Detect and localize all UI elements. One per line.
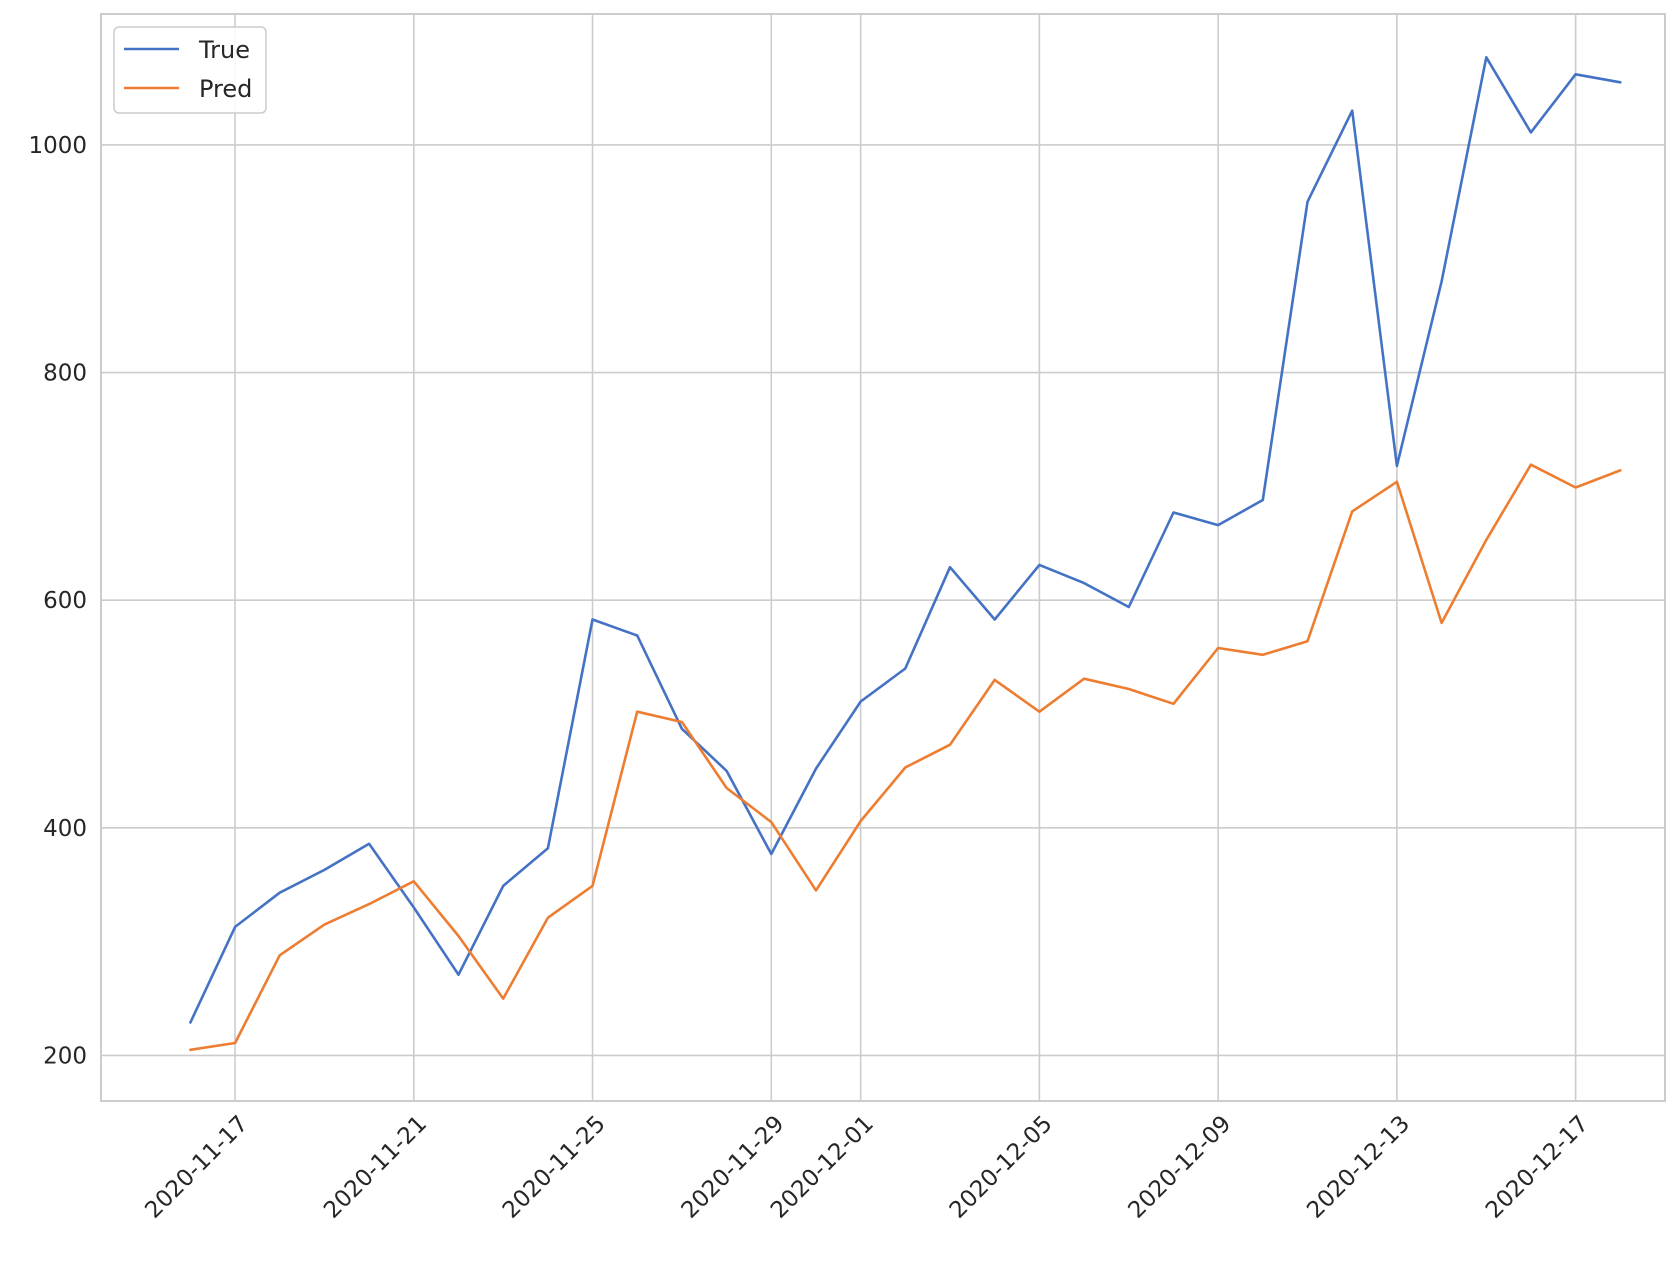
y-tick-label: 400 bbox=[43, 816, 87, 842]
legend-label: Pred bbox=[199, 75, 252, 103]
grid bbox=[101, 14, 1665, 1101]
y-tick-label: 200 bbox=[43, 1043, 87, 1069]
legend: True Pred bbox=[113, 26, 267, 114]
y-tick-label: 800 bbox=[43, 361, 87, 387]
legend-label: True bbox=[198, 36, 250, 64]
y-tick-label: 600 bbox=[43, 588, 87, 614]
series-lines bbox=[189, 55, 1622, 1052]
series-line-pred bbox=[189, 463, 1622, 1052]
series-line-true bbox=[189, 55, 1622, 1024]
plot-frame bbox=[100, 13, 1666, 1102]
y-tick-label: 1000 bbox=[28, 133, 87, 159]
y-axis-tick-labels: 200 400 600 800 1000 bbox=[28, 133, 87, 1070]
